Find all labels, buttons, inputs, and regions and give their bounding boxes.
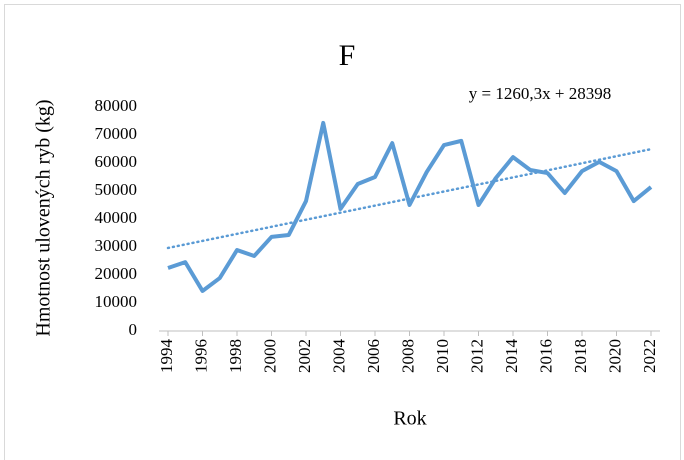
y-tick-label: 70000 xyxy=(95,124,138,143)
x-tick-label: 2002 xyxy=(295,339,314,373)
x-axis-label: Rok xyxy=(393,408,426,430)
x-tick-label: 2022 xyxy=(640,339,659,373)
chart-border xyxy=(4,4,681,460)
y-tick-label: 80000 xyxy=(95,96,138,115)
x-tick-label: 2000 xyxy=(260,339,279,373)
y-tick-label: 50000 xyxy=(95,180,138,199)
x-tick-label: 2018 xyxy=(571,339,590,373)
x-tick-label: 1996 xyxy=(191,339,210,373)
x-tick-label: 2014 xyxy=(502,339,521,374)
y-tick-label: 60000 xyxy=(95,152,138,171)
x-tick-label: 2010 xyxy=(433,339,452,373)
y-tick-label: 10000 xyxy=(95,292,138,311)
data-line xyxy=(167,120,653,293)
y-tick-label: 20000 xyxy=(95,264,138,283)
x-tick-label: 2020 xyxy=(605,339,624,373)
x-tick-label: 2006 xyxy=(364,339,383,373)
y-tick-label: 30000 xyxy=(95,236,138,255)
chart-title: F xyxy=(339,39,356,72)
x-tick-label: 2012 xyxy=(467,339,486,373)
x-tick-label: 2004 xyxy=(329,339,348,374)
y-axis-label: Hmotnost ulovených ryb (kg) xyxy=(33,99,55,336)
y-tick-label: 40000 xyxy=(95,208,138,227)
x-tick-label: 1994 xyxy=(157,339,176,374)
x-tick-label: 2016 xyxy=(536,339,555,373)
trendline-equation: y = 1260,3x + 28398 xyxy=(469,84,611,103)
x-tick-label: 1998 xyxy=(226,339,245,373)
y-tick-label: 0 xyxy=(129,320,138,339)
x-tick-label: 2008 xyxy=(398,339,417,373)
